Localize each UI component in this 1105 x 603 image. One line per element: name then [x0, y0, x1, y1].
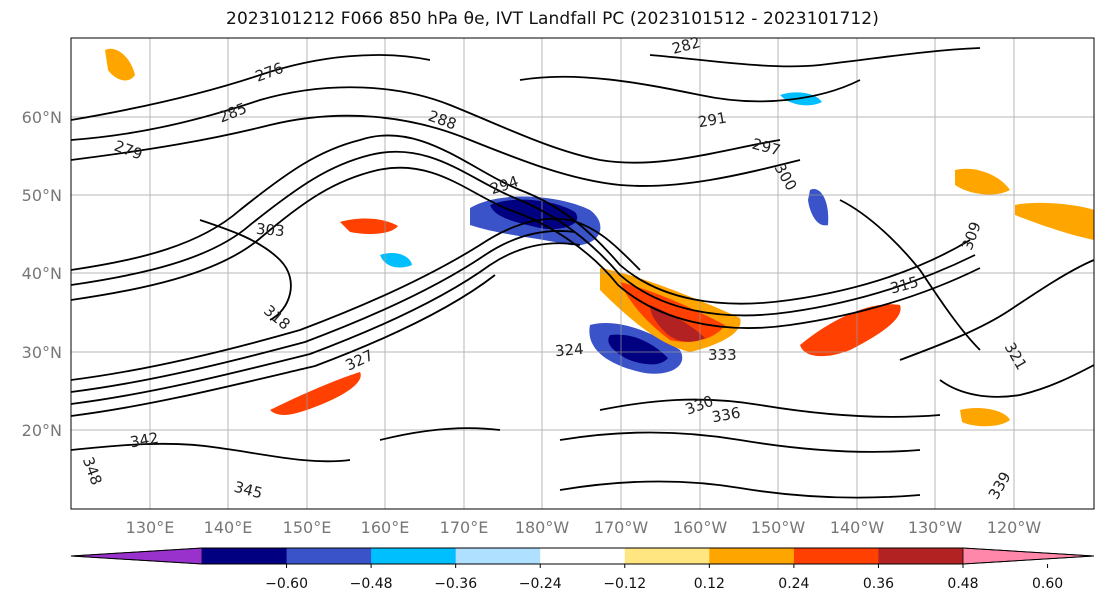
contour-line — [71, 217, 641, 381]
colorbar-tick-label: −0.12 — [603, 576, 646, 592]
contour-line — [71, 442, 351, 463]
contour-line — [71, 150, 976, 317]
positive-anomaly-region — [955, 168, 1010, 195]
latitude-label: 60°N — [22, 108, 62, 127]
positive-anomaly-core — [650, 305, 705, 342]
contour-line — [71, 242, 581, 405]
positive-anomaly-region — [105, 48, 135, 81]
contour-line — [839, 199, 981, 351]
theta-e-contours — [71, 47, 1094, 499]
colorbar-extension-low — [70, 547, 203, 565]
longitude-label: 150°E — [283, 518, 332, 537]
contour-line — [71, 166, 981, 329]
colorbar-segment — [878, 548, 964, 564]
negative-anomaly-region — [808, 189, 829, 226]
colorbar-tick-label: 0.12 — [694, 576, 725, 592]
contour-line — [71, 114, 801, 187]
contour-line — [71, 86, 781, 164]
contour-line — [939, 364, 1094, 398]
map-title: 2023101212 F066 850 hPa θe, IVT Landfall… — [226, 9, 879, 29]
colorbar-tick-label: 0.60 — [1032, 576, 1063, 592]
contour-label: 333 — [708, 346, 737, 364]
colorbar-tick-label: 0.24 — [778, 576, 809, 592]
latitude-labels: 60°N 50°N 40°N 30°N 20°N — [22, 108, 62, 440]
contour-line — [71, 274, 496, 417]
colorbar-tick-label: −0.36 — [434, 576, 477, 592]
longitude-label: 170°W — [594, 518, 649, 537]
colorbar-tick-label: −0.24 — [519, 576, 562, 592]
colorbar-segment — [286, 548, 372, 564]
longitude-label: 140°W — [830, 518, 885, 537]
latitude-label: 20°N — [22, 421, 62, 440]
longitude-label: 150°W — [751, 518, 806, 537]
positive-anomaly-region — [1015, 202, 1094, 240]
contour-line — [519, 75, 861, 103]
longitude-label: 160°E — [361, 518, 410, 537]
colorbar-extension-high — [962, 547, 1095, 565]
latitude-label: 50°N — [22, 186, 62, 205]
longitude-labels: 130°E 140°E 150°E 160°E 170°E 180°W 170°W 160°W… — [126, 518, 1042, 537]
contour-label: 324 — [554, 340, 584, 360]
colorbar-segment — [455, 548, 541, 564]
contour-label: 303 — [255, 220, 285, 240]
longitude-label: 160°W — [673, 518, 728, 537]
contour-line — [559, 431, 921, 453]
colorbar-tick-label: 0.48 — [947, 576, 978, 592]
contour-line — [559, 480, 921, 499]
plot-frame — [70, 37, 1095, 510]
contour-line — [199, 219, 292, 321]
positive-anomaly-region — [340, 218, 398, 234]
latitude-label: 30°N — [22, 343, 62, 362]
positive-anomaly-region — [960, 408, 1010, 427]
colorbar-segment — [624, 548, 710, 564]
contour-line — [599, 398, 941, 418]
negative-anomaly-core — [608, 334, 668, 365]
latitude-label: 40°N — [22, 264, 62, 283]
colorbar-tick-label: −0.48 — [350, 576, 393, 592]
longitude-label: 180°W — [515, 518, 570, 537]
contour-line — [71, 54, 431, 121]
colorbar-segment — [202, 548, 288, 564]
colorbar-segment — [793, 548, 879, 564]
contour-label: 291 — [697, 109, 728, 132]
contour-line — [379, 427, 501, 441]
longitude-label: 120°W — [987, 518, 1042, 537]
positive-anomaly-region — [270, 372, 361, 415]
colorbar: −0.60 −0.48 −0.36 −0.24 −0.12 0.12 0.24 0.36 0.4… — [70, 547, 1095, 592]
positive-anomaly-core — [620, 282, 725, 342]
colorbar-segment — [709, 548, 795, 564]
contour-line — [71, 230, 576, 393]
colorbar-segment — [371, 548, 457, 564]
contour-line — [71, 134, 971, 305]
colorbar-tick-label: 0.36 — [863, 576, 894, 592]
longitude-label: 170°E — [440, 518, 489, 537]
contour-label: 336 — [710, 404, 741, 427]
graticule — [71, 38, 1094, 509]
colorbar-outline — [70, 547, 1095, 565]
longitude-label: 130°E — [126, 518, 175, 537]
negative-anomaly-region — [380, 253, 412, 268]
shaded-anomaly-fields — [105, 48, 1094, 427]
positive-anomaly-region — [800, 304, 901, 357]
contour-label: 342 — [129, 429, 160, 452]
longitude-label: 140°E — [204, 518, 253, 537]
colorbar-segment — [540, 548, 626, 564]
contour-line — [899, 259, 1094, 361]
contour-line — [649, 47, 981, 68]
colorbar-tick-label: −0.60 — [265, 576, 308, 592]
longitude-label: 130°W — [908, 518, 963, 537]
